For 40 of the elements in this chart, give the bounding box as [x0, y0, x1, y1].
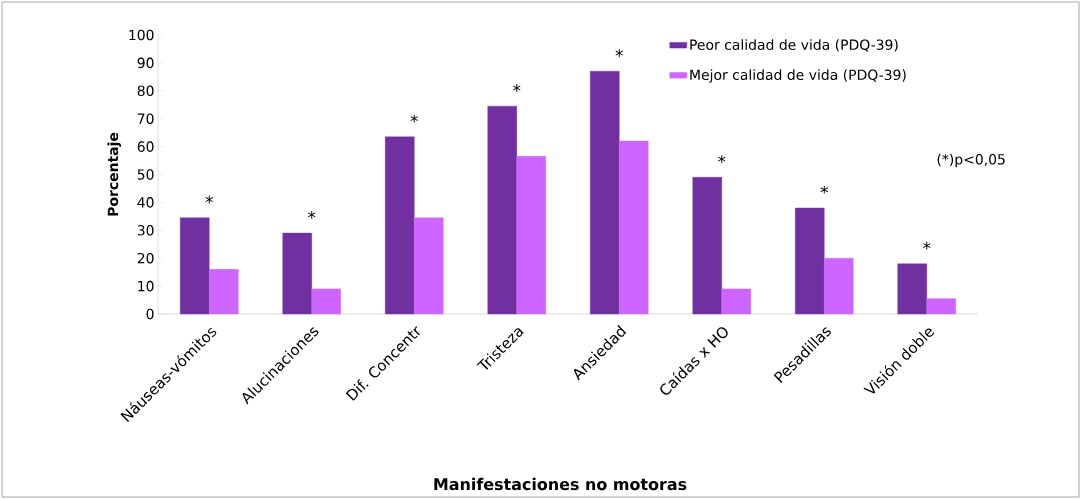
bar	[721, 288, 751, 315]
bar	[795, 207, 825, 315]
y-tick-label: 50	[137, 169, 154, 180]
y-tick-label: 10	[138, 280, 154, 292]
annotation: *	[820, 185, 828, 194]
y-tick-label: 0	[146, 308, 154, 320]
bar	[487, 105, 517, 315]
annotation: *	[308, 210, 316, 219]
annotation: *	[205, 195, 213, 204]
bar	[180, 217, 210, 315]
bar	[209, 269, 239, 315]
bar	[619, 140, 649, 315]
bar	[385, 136, 415, 315]
bar	[516, 156, 546, 315]
bar	[897, 263, 927, 315]
annotation: *	[718, 155, 726, 163]
bar	[282, 232, 312, 315]
bar	[311, 288, 341, 315]
y-tick-label: 40	[137, 197, 154, 208]
y-tick-label: 90	[137, 57, 154, 69]
y-tick-label: 30	[137, 225, 154, 236]
y-tick-label: 70	[137, 113, 154, 124]
annotation: *	[923, 241, 931, 250]
annotation: (*)p<0,05	[937, 153, 1005, 168]
y-tick-label: 100	[129, 29, 154, 41]
annotation: *	[615, 49, 623, 57]
annotation: *	[513, 84, 521, 92]
y-tick-label: 80	[137, 85, 154, 97]
bar	[926, 298, 956, 315]
y-tick-label: 20	[137, 252, 154, 264]
legend-label: Mejor calidad de vida (PDQ-39)	[690, 69, 906, 83]
bar	[692, 177, 722, 315]
y-tick-label: 60	[137, 141, 154, 152]
bar	[414, 217, 444, 315]
legend-label: Peor calidad de vida (PDQ-39)	[690, 39, 898, 52]
y-axis-title: Porcentaje	[107, 132, 122, 216]
x-axis-title: Manifestaciones no motoras	[434, 477, 687, 491]
annotation: *	[410, 114, 418, 123]
bar	[590, 71, 620, 315]
bar	[824, 258, 854, 315]
